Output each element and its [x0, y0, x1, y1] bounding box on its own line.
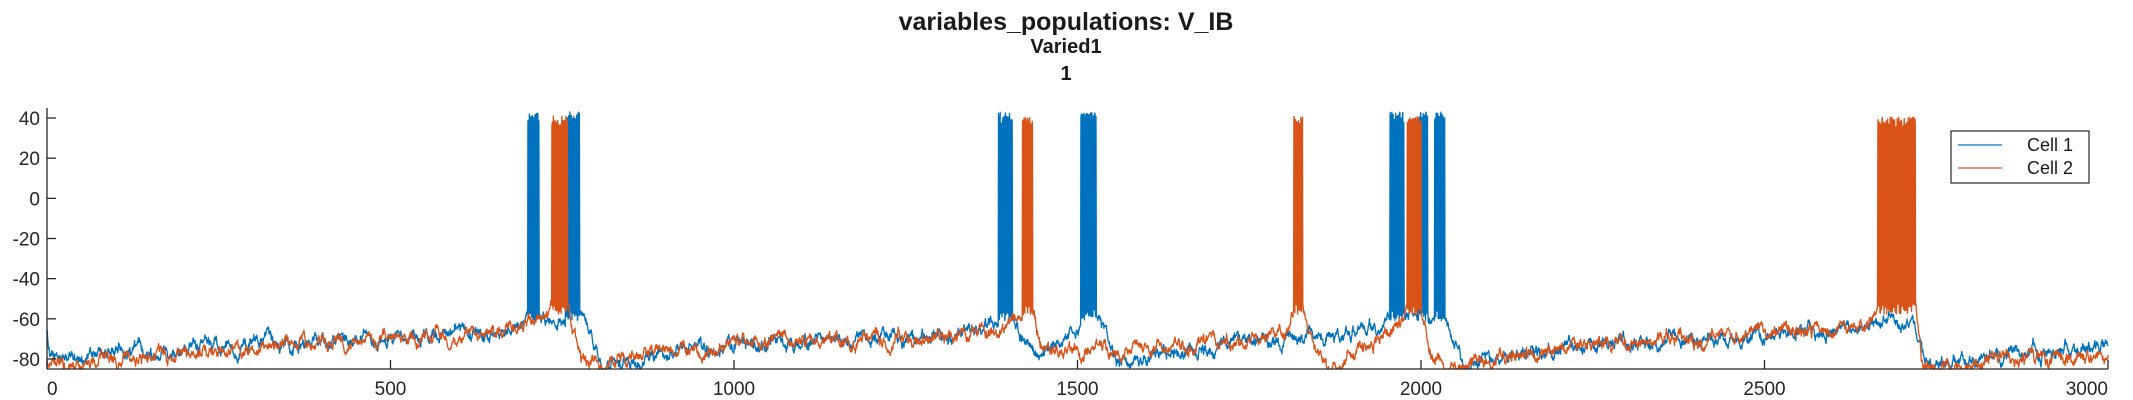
- x-tick-label: 500: [375, 379, 407, 400]
- x-ticks: 0 500 1000 1500 2000 2500 3000: [46, 360, 2109, 400]
- y-tick-label: -20: [13, 230, 40, 251]
- legend-label-cell-2: Cell 2: [2027, 158, 2073, 178]
- y-tick-label: 20: [19, 149, 40, 170]
- legend-label-cell-1: Cell 1: [2027, 135, 2073, 155]
- legend-box: [1950, 130, 2090, 184]
- y-ticks: -80 -60 -40 -20 0 20 40: [13, 109, 56, 371]
- x-tick-label: 1000: [713, 379, 755, 400]
- chart-subtitle-index: 1: [1060, 63, 1071, 85]
- chart-subtitle: Varied1: [1030, 36, 1101, 58]
- x-tick-label: 2000: [1400, 379, 1442, 400]
- y-tick-label: -80: [13, 350, 40, 371]
- y-tick-label: 0: [29, 189, 40, 210]
- trace-layer: [46, 111, 2109, 370]
- y-tick-label: -60: [13, 310, 40, 331]
- x-tick-label: 1500: [1056, 379, 1098, 400]
- series-line-cell-1: [46, 111, 2109, 370]
- x-tick-label: 2500: [1743, 379, 1785, 400]
- chart-title: variables_populations: V_IB: [899, 8, 1234, 36]
- y-tick-label: -40: [13, 270, 40, 291]
- x-tick-label: 3000: [2066, 379, 2108, 400]
- y-tick-label: 40: [19, 109, 40, 130]
- legend[interactable]: Cell 1 Cell 2: [1950, 130, 2090, 184]
- plot-area: -80 -60 -40 -20 0 20 40 0 500 1000 1500 2000 2500 30…: [13, 108, 2109, 400]
- series-line-cell-2: [46, 115, 2109, 370]
- x-tick-label: 0: [47, 379, 58, 400]
